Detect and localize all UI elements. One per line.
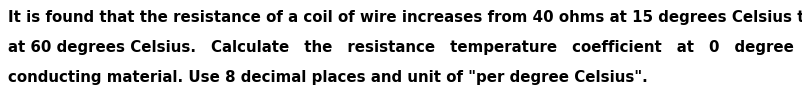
Text: conducting material. Use 8 decimal places and unit of "per degree Celsius".: conducting material. Use 8 decimal place… bbox=[8, 70, 648, 85]
Text: It is found that the resistance of a coil of wire increases from 40 ohms at 15 d: It is found that the resistance of a coi… bbox=[8, 10, 802, 25]
Text: at 60 degrees Celsius. Calculate the resistance temperature coefficient at 0 deg: at 60 degrees Celsius. Calculate the res… bbox=[8, 40, 802, 55]
